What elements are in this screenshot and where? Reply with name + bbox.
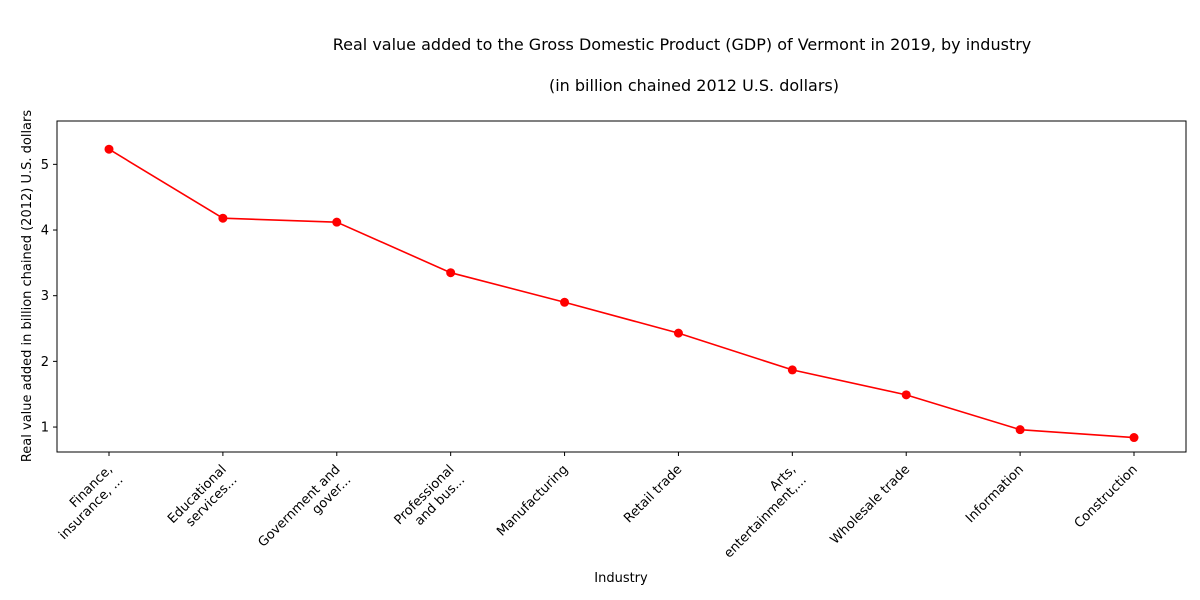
series-line — [108, 148, 1135, 439]
data-point — [901, 390, 911, 400]
y-tick-label: 5 — [41, 158, 49, 173]
x-tick-label: Information — [963, 462, 1027, 526]
x-tick-label: Manufacturing — [494, 462, 571, 539]
y-axis: 1 2 3 4 5 — [41, 158, 57, 436]
x-tick-label: Arts,entertainment,... — [711, 462, 810, 561]
chart-subtitle: (in billion chained 2012 U.S. dollars) — [549, 76, 839, 95]
data-series — [104, 144, 1139, 443]
data-point — [104, 144, 114, 154]
x-tick-label: Construction — [1072, 462, 1141, 531]
data-point — [673, 328, 683, 338]
y-tick-label: 1 — [41, 421, 49, 436]
y-tick-label: 4 — [41, 224, 49, 239]
data-point — [218, 213, 228, 223]
data-point — [560, 297, 570, 307]
chart-title: Real value added to the Gross Domestic P… — [333, 35, 1032, 54]
x-axis-label: Industry — [594, 571, 648, 586]
y-tick-label: 3 — [41, 289, 49, 304]
data-point — [787, 365, 797, 375]
y-tick-label: 2 — [41, 355, 49, 370]
x-tick-label: Educationalservices... — [165, 462, 240, 537]
x-tick-label: Government andgover... — [255, 462, 354, 561]
x-tick-label: Finance,insurance, ... — [46, 462, 127, 543]
x-axis: Finance,insurance, ... Educationalservice… — [46, 452, 1141, 561]
plot-area — [56, 120, 1187, 453]
data-point — [332, 217, 342, 227]
data-point — [446, 268, 456, 278]
x-tick-label: Professionaland bus... — [392, 462, 468, 538]
data-point — [1129, 433, 1139, 443]
data-point — [1015, 425, 1025, 435]
x-tick-label: Wholesale trade — [828, 462, 913, 547]
x-tick-label: Retail trade — [621, 462, 685, 526]
y-axis-label: Real value added in billion chained (201… — [20, 110, 35, 463]
